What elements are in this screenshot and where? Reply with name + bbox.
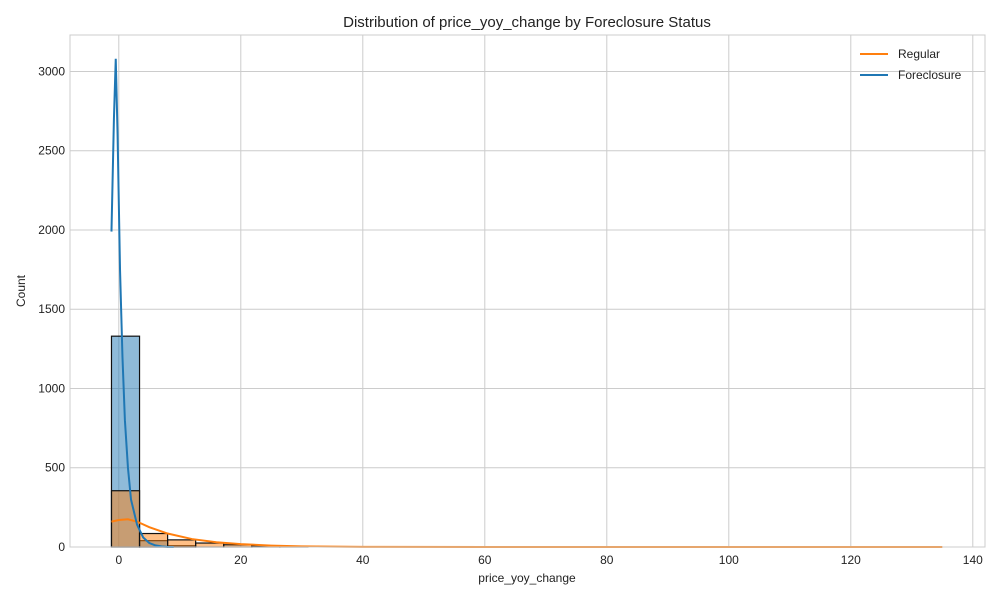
grid-layer [70, 35, 985, 548]
x-tick-label: 80 [600, 553, 614, 567]
x-tick-label: 0 [115, 553, 122, 567]
y-tick-label: 500 [45, 461, 65, 475]
foreclosure-kde-line [110, 58, 174, 548]
foreclosure-legend-label: Foreclosure [898, 68, 962, 82]
y-tick-label: 0 [58, 540, 65, 554]
regular-legend-label: Regular [898, 47, 940, 61]
y-tick-label: 3000 [38, 64, 65, 78]
y-tick-label: 2000 [38, 223, 65, 237]
x-tick-label: 20 [234, 553, 248, 567]
y-tick-label: 1000 [38, 381, 65, 395]
y-axis-label: Count [14, 274, 28, 307]
plot-area [69, 34, 986, 548]
y-tick-label: 1500 [38, 302, 65, 316]
x-tick-label: 100 [719, 553, 739, 567]
x-tick-label: 120 [841, 553, 861, 567]
y-tick-label: 2500 [38, 144, 65, 158]
x-axis-label: price_yoy_change [478, 571, 576, 585]
legend: Regular Foreclosure [860, 47, 962, 82]
x-tick-labels: 0 20 40 60 80 100 120 140 [115, 553, 983, 567]
x-tick-label: 140 [963, 553, 983, 567]
plot-frame [69, 34, 986, 548]
plot-background [70, 35, 985, 547]
x-tick-label: 40 [356, 553, 370, 567]
regular-histogram-bar [195, 542, 225, 548]
x-tick-label: 60 [478, 553, 492, 567]
regular-histogram-bar [167, 539, 197, 548]
chart-title: Distribution of price_yoy_change by Fore… [343, 14, 711, 31]
y-tick-labels: 0 500 1000 1500 2000 2500 3000 [38, 64, 65, 554]
